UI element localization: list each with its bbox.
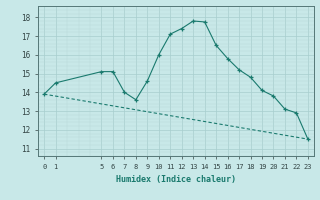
X-axis label: Humidex (Indice chaleur): Humidex (Indice chaleur) <box>116 175 236 184</box>
